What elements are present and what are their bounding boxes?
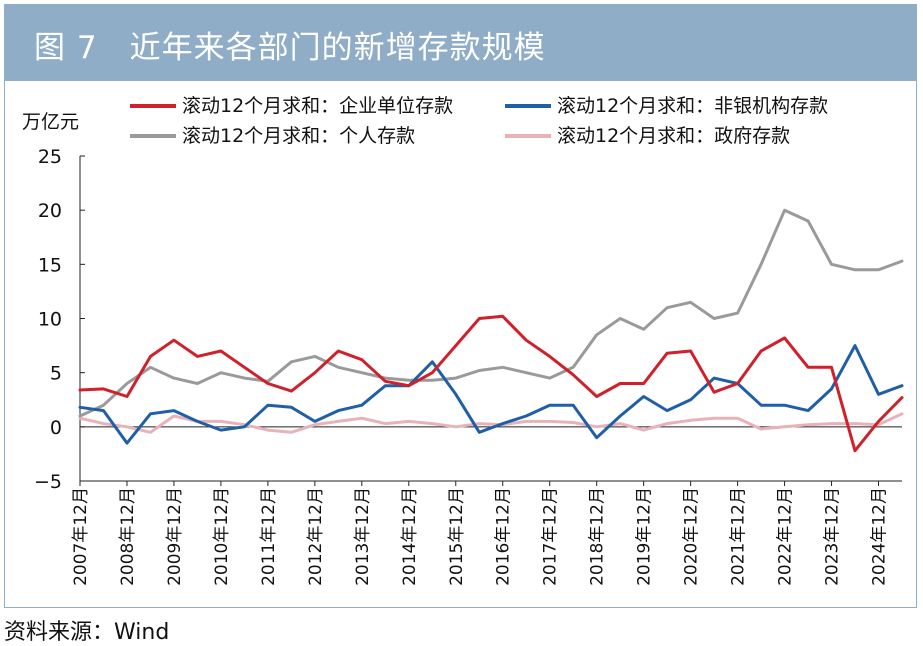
x-tick-label: 2015年12月 <box>447 487 467 586</box>
x-tick-label: 2012年12月 <box>306 487 326 586</box>
y-tick-label: 5 <box>50 363 62 385</box>
x-tick-label: 2024年12月 <box>870 487 890 586</box>
x-tick-label: 2016年12月 <box>494 487 514 586</box>
series-line-corporate <box>78 314 904 453</box>
series-line-government <box>78 412 904 434</box>
y-axis-label: 万亿元 <box>22 111 79 133</box>
series-line-household <box>78 208 904 418</box>
x-tick-label: 2017年12月 <box>541 487 561 586</box>
x-tick-label: 2020年12月 <box>682 487 702 586</box>
x-tick-label: 2022年12月 <box>776 487 796 586</box>
x-tick-label: 2018年12月 <box>588 487 608 586</box>
x-tick-label: 2021年12月 <box>729 487 749 586</box>
x-tick-label: 2007年12月 <box>71 487 91 586</box>
title-bar: 图 7 近年来各部门的新增存款规模 <box>4 4 917 80</box>
legend-label-nonbank: 滚动12个月求和：非银机构存款 <box>557 95 828 117</box>
y-tick-label: −5 <box>34 471 62 493</box>
legend-label-corporate: 滚动12个月求和：企业单位存款 <box>182 95 453 117</box>
x-tick-label: 2019年12月 <box>635 487 655 586</box>
legend-label-household: 滚动12个月求和：个人存款 <box>182 125 415 147</box>
y-tick-label: 20 <box>38 200 62 222</box>
x-tick-label: 2011年12月 <box>259 487 279 586</box>
figure-title: 图 7 近年来各部门的新增存款规模 <box>34 30 546 66</box>
series-line-nonbank <box>78 344 904 445</box>
x-tick-label: 2009年12月 <box>165 487 185 586</box>
source-note: 资料来源：Wind <box>4 620 170 645</box>
x-tick-label: 2013年12月 <box>353 487 373 586</box>
x-tick-label: 2014年12月 <box>400 487 420 586</box>
x-tick-label: 2023年12月 <box>823 487 843 586</box>
y-tick-label: 0 <box>50 417 62 439</box>
x-tick-label: 2010年12月 <box>212 487 232 586</box>
legend-label-government: 滚动12个月求和：政府存款 <box>557 125 790 147</box>
x-tick-label: 2008年12月 <box>118 487 138 586</box>
y-tick-label: 10 <box>38 309 62 331</box>
y-tick-label: 25 <box>38 146 62 168</box>
chart-frame <box>4 80 917 608</box>
y-tick-label: 15 <box>38 254 62 276</box>
